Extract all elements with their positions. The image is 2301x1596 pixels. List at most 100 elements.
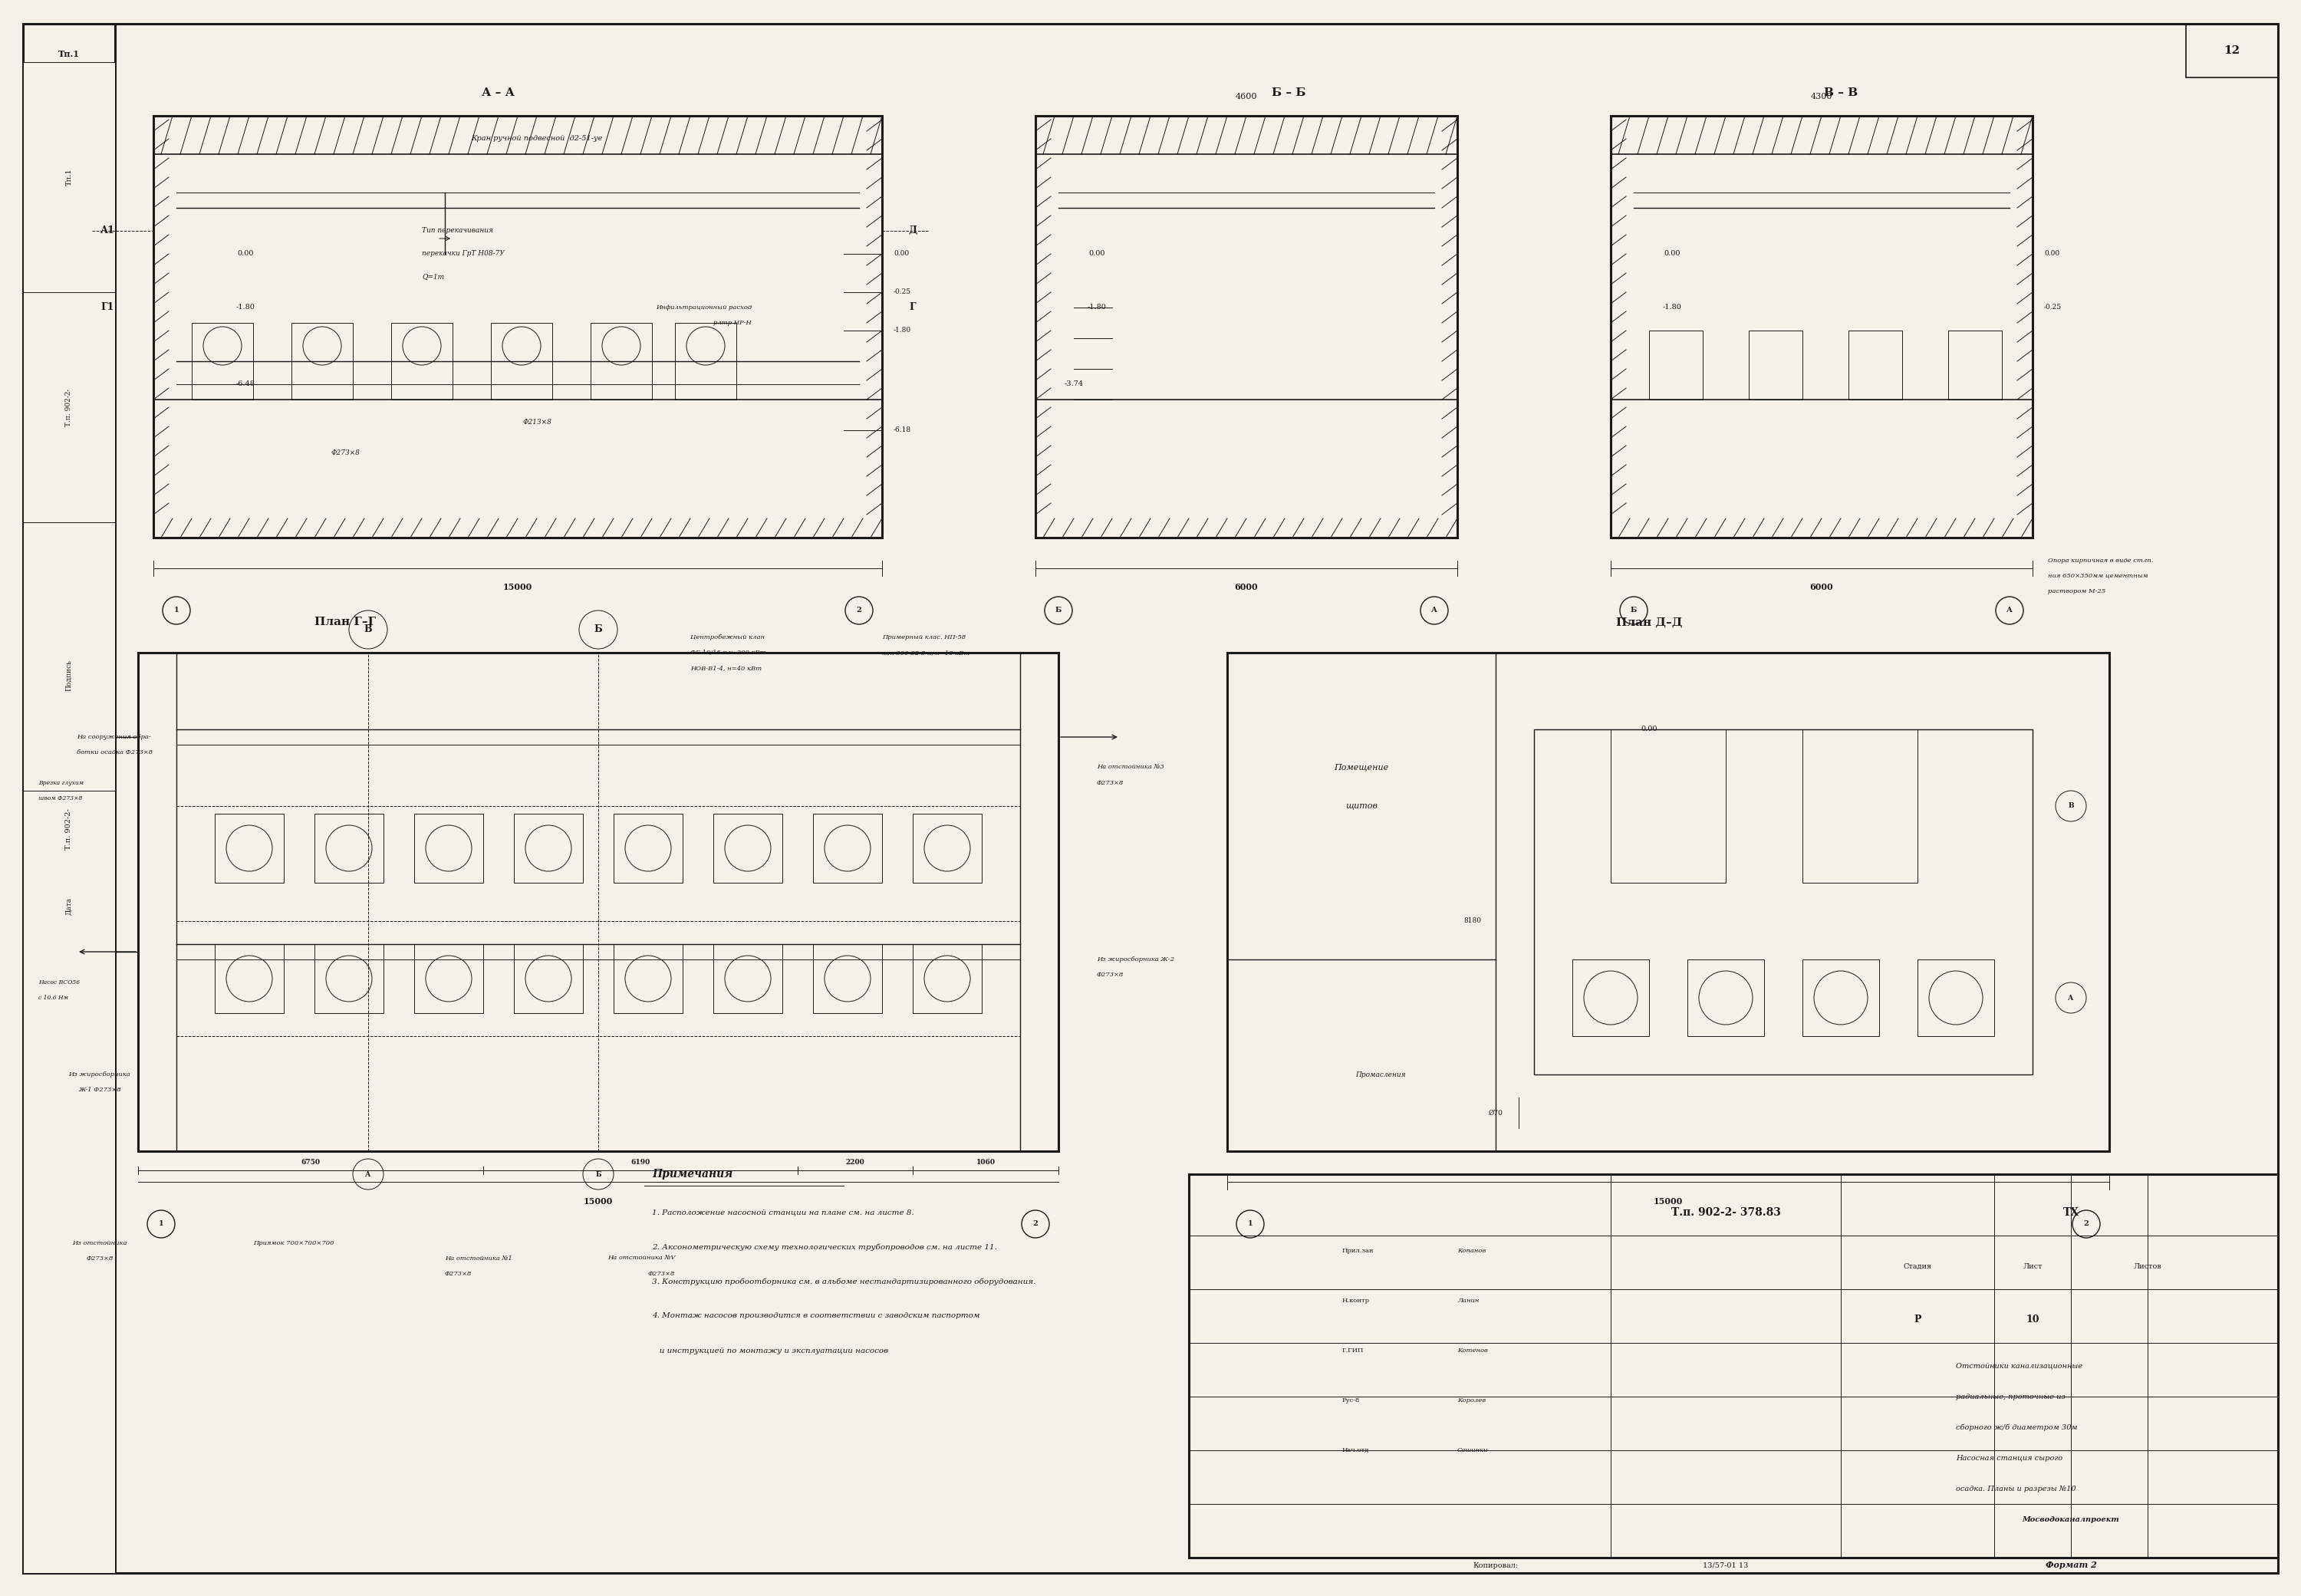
Text: Б: Б — [1631, 606, 1636, 614]
Bar — [1650, 330, 1703, 399]
Text: А: А — [2069, 994, 2073, 1001]
Text: 8180: 8180 — [1463, 918, 1482, 924]
Text: Б: Б — [1056, 606, 1061, 614]
Bar — [812, 814, 881, 883]
Text: -1.80: -1.80 — [237, 305, 255, 311]
Text: Насосная станция сырого: Насосная станция сырого — [1956, 1454, 2062, 1462]
Bar — [1802, 729, 1917, 883]
Text: Н.контр: Н.контр — [1341, 1298, 1369, 1304]
Text: Отстойники канализационные: Отстойники канализационные — [1956, 1363, 2082, 1369]
Text: 3. Конструкцию пробоотборника см. в альбоме нестандартизированного оборудования.: 3. Конструкцию пробоотборника см. в альб… — [651, 1278, 1035, 1285]
Text: Инфильтрационный расход: Инфильтрационный расход — [656, 305, 752, 311]
Text: На сооружения обра-: На сооружения обра- — [76, 734, 152, 741]
Text: Б: Б — [594, 624, 603, 635]
Text: рлтр НР-Н: рлтр НР-Н — [713, 319, 752, 326]
Text: На отстойника №1: На отстойника №1 — [444, 1256, 513, 1261]
Bar — [1749, 330, 1802, 399]
Text: Копанов: Копанов — [1457, 1248, 1486, 1254]
Bar — [913, 945, 983, 1013]
Bar — [1848, 330, 1903, 399]
Text: 0.00: 0.00 — [1088, 251, 1104, 257]
Text: Опора кирпичная в виде стлп.: Опора кирпичная в виде стлп. — [2048, 557, 2154, 563]
Text: -1.80: -1.80 — [1088, 305, 1107, 311]
Text: Кран ручной подвесной  д2-51-уе: Кран ручной подвесной д2-51-уе — [472, 136, 603, 142]
Bar — [713, 945, 782, 1013]
Text: На отстойника №V: На отстойника №V — [607, 1256, 674, 1261]
Text: 0.00: 0.00 — [237, 251, 253, 257]
Bar — [591, 322, 651, 399]
Text: Котенов: Котенов — [1457, 1347, 1489, 1353]
Text: -6.18: -6.18 — [893, 426, 911, 434]
Text: -0.25: -0.25 — [2043, 305, 2062, 311]
Text: Ф27З×8: Ф27З×8 — [85, 1256, 113, 1261]
Bar — [513, 945, 582, 1013]
Bar — [414, 945, 483, 1013]
Text: 6000: 6000 — [1811, 583, 1834, 592]
Text: Б – Б: Б – Б — [1272, 88, 1305, 99]
Bar — [414, 814, 483, 883]
Text: Мосводоканалпроект: Мосводоканалпроект — [2023, 1516, 2119, 1523]
Text: 6000: 6000 — [1236, 583, 1259, 592]
Bar — [1535, 729, 2032, 1074]
Text: Ø70: Ø70 — [1489, 1109, 1503, 1116]
Text: А: А — [2006, 606, 2013, 614]
Text: 6750: 6750 — [301, 1159, 320, 1167]
Text: 1. Расположение насосной станции на плане см. на листе 8.: 1. Расположение насосной станции на план… — [651, 1210, 913, 1216]
Bar — [1035, 117, 1457, 538]
Text: Ф27З×8: Ф27З×8 — [1098, 780, 1123, 787]
Text: и инструкцией по монтажу и эксплуатации насосов: и инструкцией по монтажу и эксплуатации … — [651, 1347, 888, 1353]
Text: Насос ВСО56: Насос ВСО56 — [39, 980, 81, 985]
Text: НОВ-В1-4, н=40 кВт: НОВ-В1-4, н=40 кВт — [690, 666, 762, 670]
Bar — [23, 62, 115, 1574]
Text: радиальные, проточные из: радиальные, проточные из — [1956, 1393, 2066, 1400]
Text: План Г–Г: План Г–Г — [315, 616, 375, 627]
Text: В: В — [364, 624, 373, 635]
Text: сборного ж/б диаметром 30м: сборного ж/б диаметром 30м — [1956, 1424, 2078, 1432]
Text: щитов: щитов — [1346, 803, 1378, 809]
Text: 2: 2 — [2085, 1221, 2089, 1227]
Text: Нач.отд: Нач.отд — [1341, 1448, 1369, 1454]
Text: Из отстойника: Из отстойника — [71, 1240, 127, 1246]
Text: Лист: Лист — [2023, 1262, 2043, 1270]
Bar — [1611, 729, 1726, 883]
Bar — [513, 814, 582, 883]
Text: Г: Г — [909, 303, 916, 313]
Text: 4600: 4600 — [1236, 93, 1256, 101]
Text: Ф27З×8: Ф27З×8 — [331, 450, 359, 456]
Text: 0.00: 0.00 — [1641, 726, 1657, 733]
Text: Ланин: Ланин — [1457, 1298, 1480, 1304]
Text: 1: 1 — [175, 606, 179, 614]
Text: -1.80: -1.80 — [1664, 305, 1682, 311]
Text: -3.74: -3.74 — [1063, 381, 1084, 388]
Text: Т.п. 902-2-: Т.п. 902-2- — [64, 388, 74, 426]
Text: План Д–Д: План Д–Д — [1615, 616, 1682, 627]
Text: Q=1т: Q=1т — [421, 273, 444, 281]
Text: Стадия: Стадия — [1903, 1262, 1933, 1270]
Text: Из жиросборника Ж-2: Из жиросборника Ж-2 — [1098, 956, 1174, 962]
Text: Г.ГИП: Г.ГИП — [1341, 1347, 1364, 1353]
Text: Рус-8: Рус-8 — [1341, 1398, 1360, 1403]
Bar — [292, 322, 352, 399]
Text: к.н. 300-32-5 к, н=10 кВт: к.н. 300-32-5 к, н=10 кВт — [881, 650, 969, 656]
Bar — [1917, 959, 1995, 1036]
Text: ботки осадка Ф27З×8: ботки осадка Ф27З×8 — [76, 749, 152, 755]
Text: Примерный клас. НП-58: Примерный клас. НП-58 — [881, 634, 966, 640]
Text: швом Ф27З×8: швом Ф27З×8 — [39, 795, 83, 801]
Text: ТХ: ТХ — [2062, 1207, 2080, 1218]
Text: Помещение: Помещение — [1335, 764, 1390, 771]
Text: 15000: 15000 — [584, 1197, 612, 1205]
Bar — [490, 322, 552, 399]
Bar — [191, 322, 253, 399]
Text: Т.п. 902-2- 378.83: Т.п. 902-2- 378.83 — [1671, 1207, 1781, 1218]
Bar — [1687, 959, 1765, 1036]
Text: 0.00: 0.00 — [1664, 251, 1680, 257]
Text: осадка. Планы и разрезы №10: осадка. Планы и разрезы №10 — [1956, 1486, 2076, 1492]
Text: 4. Монтаж насосов производится в соответствии с заводским паспортом: 4. Монтаж насосов производится в соответ… — [651, 1312, 980, 1320]
Text: В – В: В – В — [1825, 88, 1857, 99]
Bar — [1949, 330, 2002, 399]
Text: с 10.6 Нм: с 10.6 Нм — [39, 994, 69, 1001]
Text: Копировал:: Копировал: — [1473, 1562, 1519, 1569]
Text: Д: Д — [909, 227, 918, 236]
Bar — [1572, 959, 1650, 1036]
Text: А: А — [1431, 606, 1438, 614]
